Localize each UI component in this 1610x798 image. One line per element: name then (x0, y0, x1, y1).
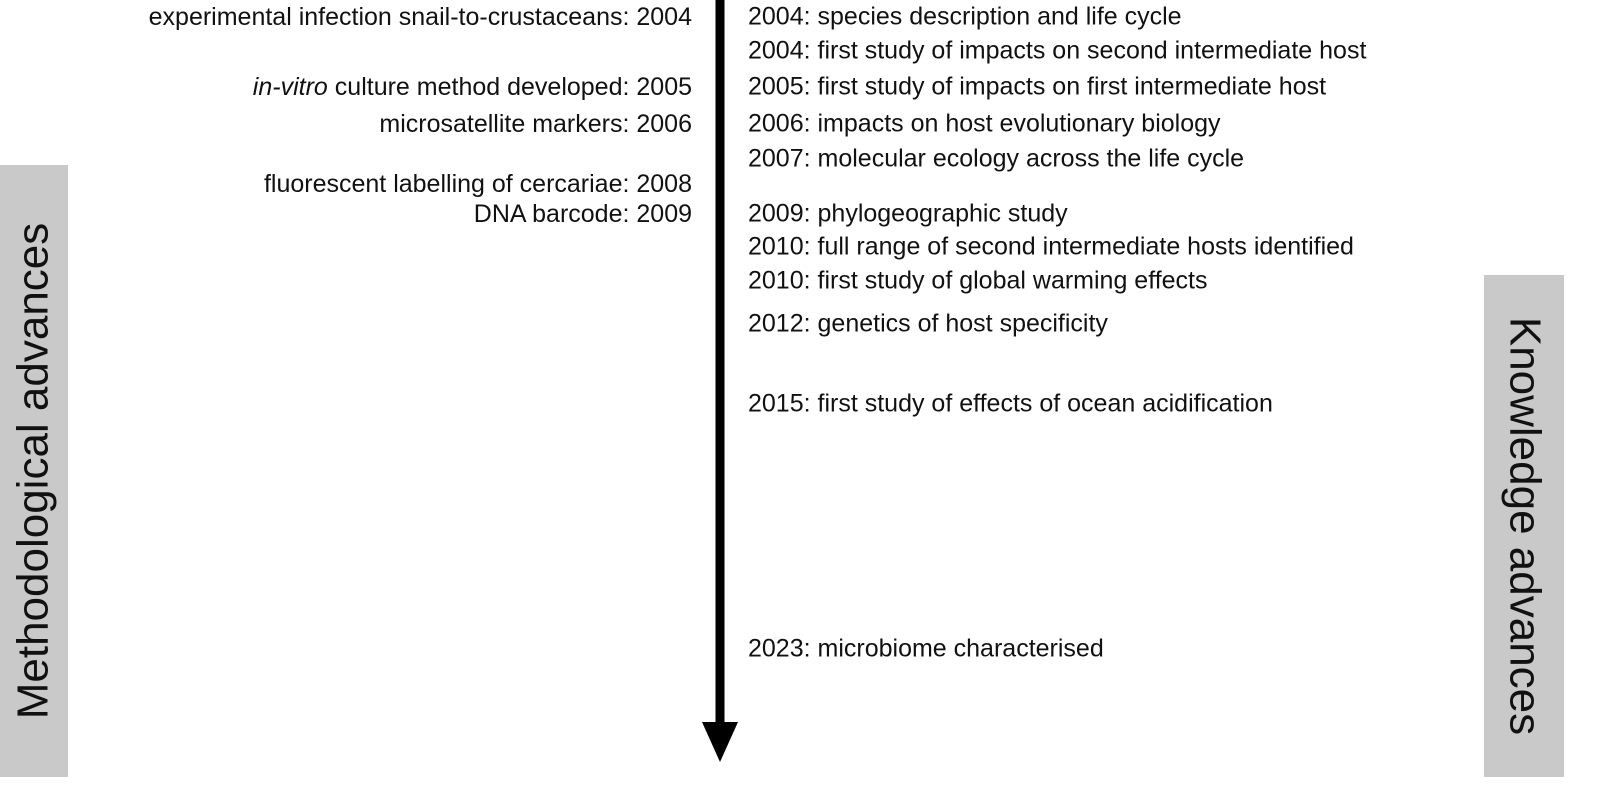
method-item-text: experimental infection snail-to-crustace… (149, 3, 692, 31)
items: experimental infection snail-to-crustace… (149, 3, 1367, 663)
knowledge-item: 2012: genetics of host specificity (748, 310, 1108, 338)
method-item: in-vitro culture method developed: 2005 (253, 73, 692, 101)
knowledge-item: 2010: first study of global warming effe… (748, 267, 1208, 295)
method-item: fluorescent labelling of cercariae: 2008 (264, 170, 692, 198)
method-item-text: culture method developed: 2005 (335, 73, 692, 101)
knowledge-item: 2005: first study of impacts on first in… (748, 73, 1326, 101)
knowledge-item: 2007: molecular ecology across the life … (748, 145, 1244, 173)
method-item-text: fluorescent labelling of cercariae: 2008 (264, 170, 692, 198)
method-item-italic: in-vitro (253, 73, 328, 101)
left-panel-label: Methodological advances (9, 223, 58, 720)
method-item-text: microsatellite markers: 2006 (379, 110, 692, 138)
knowledge-item: 2010: full range of second intermediate … (748, 233, 1354, 261)
knowledge-item: 2009: phylogeographic study (748, 200, 1068, 228)
right-label-box (1484, 275, 1564, 777)
right-panel-label: Knowledge advances (1500, 317, 1549, 735)
knowledge-item: 2004: species description and life cycle (748, 3, 1182, 31)
knowledge-item: 2004: first study of impacts on second i… (748, 37, 1366, 65)
knowledge-item: 2023: microbiome characterised (748, 635, 1104, 663)
left-label-box (0, 165, 68, 777)
method-item-text: DNA barcode: 2009 (474, 200, 692, 228)
method-item: microsatellite markers: 2006 (379, 110, 692, 138)
knowledge-item: 2015: first study of effects of ocean ac… (748, 390, 1273, 418)
method-item: DNA barcode: 2009 (474, 200, 692, 228)
knowledge-item: 2006: impacts on host evolutionary biolo… (748, 110, 1221, 138)
timeline-arrow-head (702, 722, 738, 762)
method-item: experimental infection snail-to-crustace… (149, 3, 692, 31)
